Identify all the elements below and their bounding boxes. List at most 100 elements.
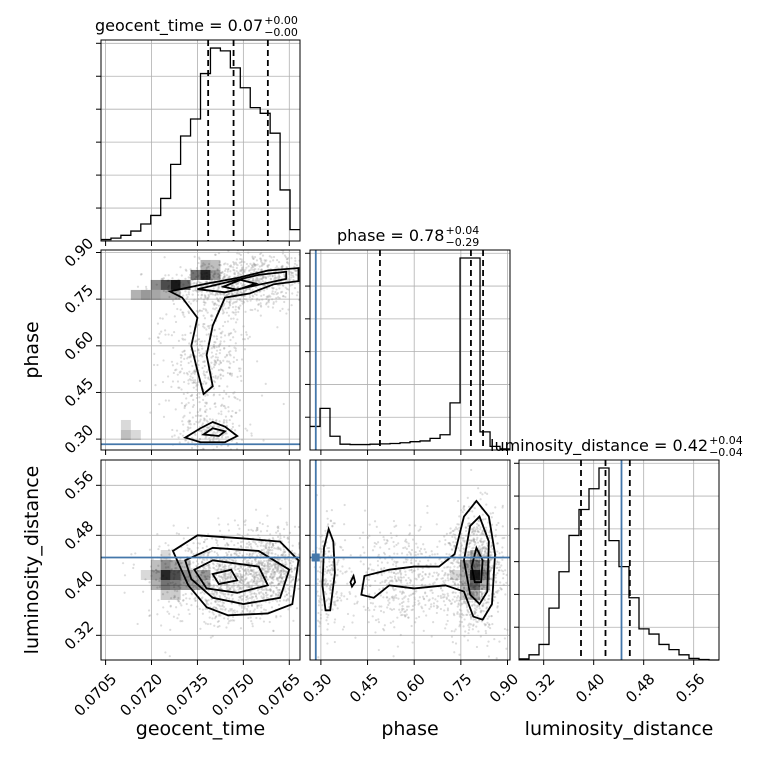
sample-point — [229, 576, 232, 579]
sample-point — [278, 275, 281, 278]
sample-point — [276, 565, 280, 568]
sample-point — [268, 582, 271, 585]
sample-point — [215, 565, 218, 568]
sample-point — [269, 563, 272, 566]
sample-point — [490, 615, 493, 618]
sample-point — [247, 528, 250, 532]
sample-point — [205, 402, 208, 405]
sample-point — [281, 265, 284, 268]
sample-point — [238, 552, 241, 555]
sample-point — [258, 562, 261, 565]
sample-point — [496, 561, 499, 564]
sample-point — [484, 526, 488, 529]
sample-point — [205, 600, 208, 603]
sample-point — [458, 620, 462, 623]
sample-point — [217, 425, 221, 428]
sample-point — [256, 528, 259, 531]
sample-point — [252, 610, 255, 613]
sample-point — [211, 315, 214, 318]
sample-point — [300, 292, 302, 294]
sample-point — [148, 581, 151, 584]
sample-point — [205, 280, 209, 283]
sample-point — [345, 570, 348, 573]
histogram-panel-luminosity_distance — [514, 459, 720, 665]
sample-point — [253, 263, 256, 266]
sample-point — [504, 569, 507, 572]
sample-point — [444, 579, 447, 582]
sample-point — [288, 553, 291, 556]
sample-point — [228, 366, 231, 369]
sample-point — [422, 610, 425, 613]
sample-point — [474, 611, 477, 614]
sample-point — [293, 262, 297, 265]
contour-line — [171, 534, 300, 617]
sample-point — [202, 307, 205, 310]
sample-point — [199, 265, 202, 268]
sample-point — [356, 600, 359, 603]
sample-point — [340, 594, 343, 597]
sample-point — [219, 584, 223, 587]
sample-point — [385, 591, 388, 594]
sample-point — [238, 298, 242, 301]
sample-point — [182, 594, 185, 597]
contour-line — [167, 267, 300, 396]
sample-point — [481, 529, 484, 532]
sample-point — [307, 578, 309, 580]
sample-point — [489, 554, 492, 557]
sample-point — [241, 554, 244, 557]
sample-point — [482, 602, 485, 605]
sample-point — [254, 543, 258, 546]
sample-point — [274, 276, 277, 279]
sample-point — [449, 602, 453, 605]
sample-point — [164, 329, 167, 332]
sample-point — [214, 253, 217, 256]
sample-point — [215, 362, 218, 365]
sample-point — [451, 598, 454, 601]
sample-point — [232, 301, 236, 304]
sample-point — [445, 597, 448, 600]
sample-point — [209, 573, 212, 576]
sample-point — [172, 346, 175, 349]
sample-point — [449, 566, 452, 569]
sample-point — [264, 543, 268, 546]
sample-point — [439, 587, 443, 590]
sample-point — [220, 592, 223, 595]
sample-point — [253, 608, 256, 611]
sample-point — [393, 571, 396, 575]
sample-point — [329, 585, 332, 588]
sample-point — [219, 607, 222, 611]
sample-point — [280, 554, 284, 557]
sample-point — [223, 347, 226, 350]
sample-point — [253, 268, 256, 271]
sample-point — [201, 347, 204, 350]
sample-point — [325, 592, 328, 596]
sample-point — [211, 562, 215, 565]
sample-point — [209, 293, 212, 296]
sample-point — [221, 271, 224, 274]
sample-point — [480, 587, 484, 590]
sample-point — [289, 595, 293, 598]
sample-point — [195, 396, 198, 400]
sample-point — [464, 580, 468, 583]
sample-point — [406, 553, 409, 556]
sample-point — [203, 565, 206, 568]
sample-point — [489, 551, 493, 554]
sample-point — [212, 437, 215, 440]
sample-point — [480, 552, 483, 555]
sample-point — [220, 410, 223, 413]
sample-point — [188, 547, 191, 550]
sample-point — [395, 565, 398, 568]
sample-point — [284, 291, 288, 295]
sample-point — [311, 547, 313, 549]
sample-point — [267, 551, 270, 554]
sample-point — [220, 404, 223, 407]
sample-point — [377, 621, 381, 624]
sample-point — [263, 262, 266, 265]
sample-point — [464, 630, 467, 633]
sample-point — [417, 576, 420, 579]
sample-point — [282, 580, 285, 583]
sample-point — [210, 361, 213, 364]
sample-point — [307, 272, 309, 274]
sample-point — [503, 627, 506, 631]
sample-point — [226, 371, 229, 375]
